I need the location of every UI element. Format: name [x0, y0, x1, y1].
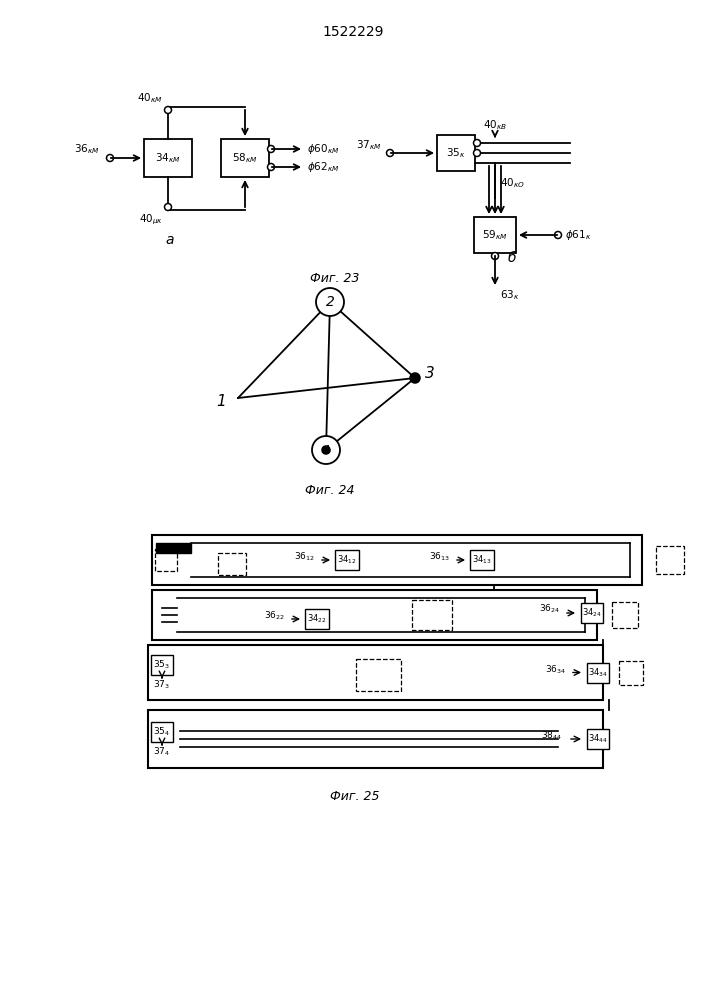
Bar [151, 722, 173, 742]
Text: 4: 4 [322, 444, 330, 458]
Text: Фиг. 24: Фиг. 24 [305, 484, 355, 496]
Text: $37_4$: $37_4$ [153, 746, 170, 758]
Circle shape [474, 139, 481, 146]
Text: $36_{12}$: $36_{12}$ [294, 551, 315, 563]
Circle shape [267, 163, 274, 170]
Text: $58_{\kappa M}$: $58_{\kappa M}$ [232, 151, 258, 165]
Circle shape [312, 436, 340, 464]
Bar [437, 135, 475, 171]
Text: $38_{44}$: $38_{44}$ [541, 730, 562, 742]
Text: $34_{24}$: $34_{24}$ [582, 607, 602, 619]
Text: $35_4$: $35_4$ [153, 726, 170, 738]
Text: $36_{\kappa M}$: $36_{\kappa M}$ [74, 142, 100, 156]
Text: $59_{\kappa M}$: $59_{\kappa M}$ [482, 228, 508, 242]
Circle shape [491, 252, 498, 259]
Bar [619, 660, 643, 684]
Bar [335, 550, 359, 570]
Text: 2: 2 [325, 295, 334, 309]
Text: $34_{44}$: $34_{44}$ [588, 733, 608, 745]
Text: $37_{\kappa M}$: $37_{\kappa M}$ [356, 138, 382, 152]
Bar [412, 600, 452, 630]
Circle shape [410, 373, 420, 383]
Bar [356, 658, 400, 690]
Text: $34_{34}$: $34_{34}$ [588, 666, 608, 679]
Text: $40_{\kappa M}$: $40_{\kappa M}$ [137, 91, 163, 105]
Bar [152, 535, 642, 585]
Circle shape [165, 204, 172, 211]
Text: $34_{\kappa M}$: $34_{\kappa M}$ [155, 151, 181, 165]
Bar [305, 609, 329, 629]
Bar [218, 553, 246, 575]
Bar [587, 729, 609, 749]
Bar [151, 655, 173, 675]
Bar [221, 139, 269, 177]
Text: $36_{22}$: $36_{22}$ [264, 610, 285, 622]
Bar [144, 139, 192, 177]
Bar [470, 550, 494, 570]
Bar [148, 645, 603, 700]
Bar [148, 710, 603, 768]
Bar [155, 549, 177, 571]
Bar [156, 543, 191, 553]
Bar [612, 602, 638, 628]
Bar [474, 217, 516, 253]
Text: $35_{\kappa}$: $35_{\kappa}$ [446, 146, 466, 160]
Circle shape [165, 106, 172, 113]
Bar [656, 546, 684, 574]
Bar [587, 662, 609, 682]
Circle shape [474, 149, 481, 156]
Text: $36_{34}$: $36_{34}$ [545, 663, 566, 676]
Text: 3: 3 [425, 365, 435, 380]
Text: $34_{22}$: $34_{22}$ [307, 613, 327, 625]
Text: $\phi62_{\kappa M}$: $\phi62_{\kappa M}$ [307, 160, 339, 174]
Text: $37_3$: $37_3$ [153, 679, 170, 691]
Text: $34_{13}$: $34_{13}$ [472, 554, 492, 566]
Text: a: a [165, 233, 174, 247]
Bar [581, 603, 603, 623]
Text: $34_{12}$: $34_{12}$ [337, 554, 357, 566]
Circle shape [387, 149, 394, 156]
Text: 1: 1 [216, 393, 226, 408]
Circle shape [322, 446, 330, 454]
Text: $63_{\kappa}$: $63_{\kappa}$ [500, 288, 520, 302]
Text: б: б [508, 251, 516, 265]
Text: $\phi61_{\kappa}$: $\phi61_{\kappa}$ [565, 228, 591, 242]
Text: 1522229: 1522229 [322, 25, 384, 39]
Circle shape [107, 154, 114, 161]
Text: $36_{24}$: $36_{24}$ [539, 603, 560, 615]
Circle shape [316, 288, 344, 316]
Text: $40_{\kappa O}$: $40_{\kappa O}$ [500, 176, 525, 190]
Text: Фиг. 23: Фиг. 23 [310, 271, 360, 284]
Bar [152, 590, 597, 640]
Text: $36_{13}$: $36_{13}$ [429, 551, 450, 563]
Text: $35_3$: $35_3$ [153, 659, 170, 671]
Circle shape [267, 145, 274, 152]
Text: $40_{\mu\kappa}$: $40_{\mu\kappa}$ [139, 213, 163, 227]
Text: Фиг. 25: Фиг. 25 [330, 790, 380, 802]
Circle shape [554, 232, 561, 238]
Text: $40_{\kappa B}$: $40_{\kappa B}$ [483, 118, 507, 132]
Text: $\phi60_{\kappa M}$: $\phi60_{\kappa M}$ [307, 142, 339, 156]
